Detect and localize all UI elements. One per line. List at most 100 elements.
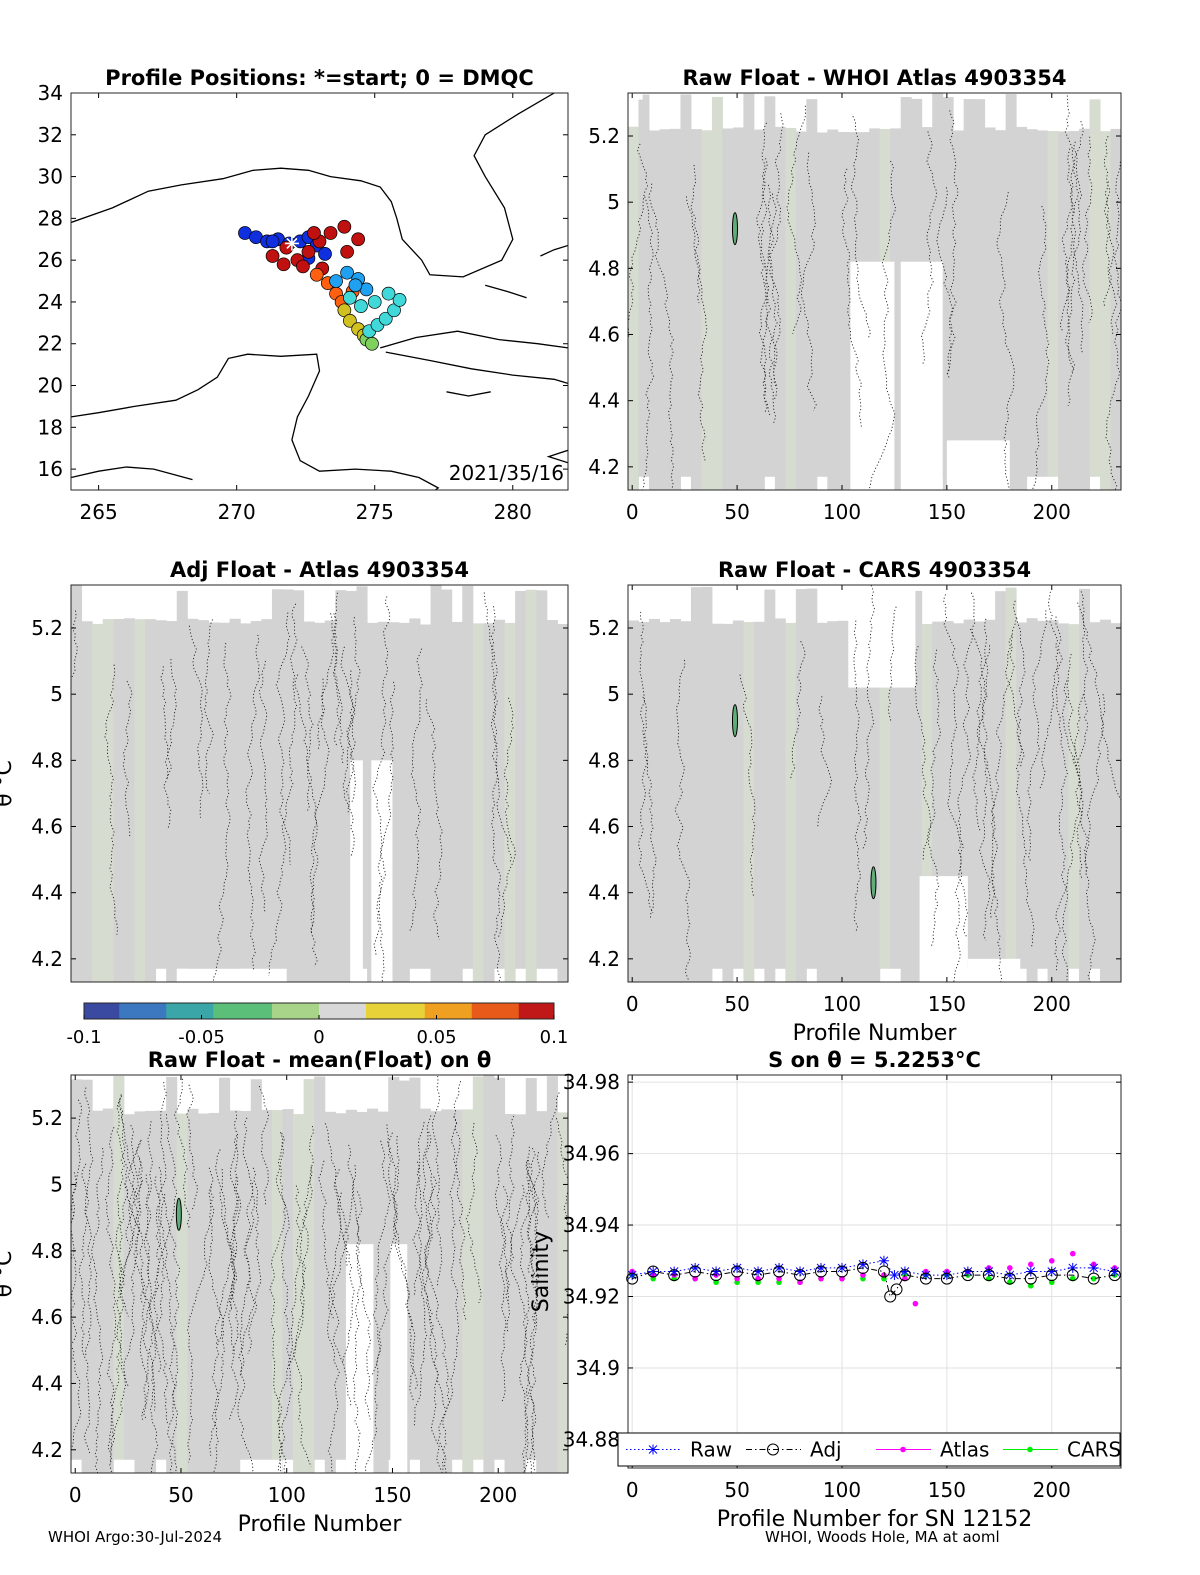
x-tick-label: 150 bbox=[928, 500, 966, 524]
y-tick-label: 4.6 bbox=[588, 323, 620, 347]
heatmap-cell-column bbox=[229, 1110, 241, 1473]
heatmap-cell-column bbox=[197, 620, 209, 982]
heatmap-cell-column bbox=[187, 618, 199, 982]
colorbar-tick-label: 0.05 bbox=[416, 1027, 456, 1048]
heatmap-cell-column bbox=[515, 590, 527, 969]
contour-line bbox=[160, 666, 172, 829]
heatmap-cell-column bbox=[187, 1108, 199, 1473]
contour-line bbox=[465, 1122, 482, 1304]
heatmap-blank bbox=[919, 876, 968, 982]
series-marker bbox=[1024, 1272, 1037, 1285]
contour-line bbox=[1066, 148, 1084, 353]
colorbar-cell bbox=[178, 1003, 191, 1019]
heatmap-cell-column bbox=[869, 624, 881, 982]
axes-box bbox=[70, 1074, 569, 1474]
series-marker-stroke bbox=[816, 1263, 826, 1273]
series-marker bbox=[890, 1283, 903, 1296]
chart-raw-cars: 0 50 100 150 200 4.2 4.4 4.6 4.8 5 5.2 Raw Float - … bbox=[588, 558, 1122, 1046]
heatmap-cell-column bbox=[995, 591, 1007, 969]
series-marker bbox=[856, 1261, 869, 1274]
chart-title: Raw Float - WHOI Atlas 4903354 bbox=[682, 66, 1066, 90]
series-marker bbox=[648, 1266, 659, 1277]
start-marker-stroke bbox=[286, 237, 298, 250]
contour-line bbox=[258, 660, 268, 913]
contour-line bbox=[143, 1174, 162, 1373]
heatmap-cell-column bbox=[536, 590, 548, 969]
series-marker bbox=[1003, 1272, 1016, 1285]
series-marker bbox=[889, 1270, 900, 1281]
y-tick-label: 4.4 bbox=[31, 881, 63, 905]
heatmap-cell-column bbox=[1110, 128, 1121, 490]
contour-line bbox=[450, 1081, 467, 1322]
contour-line bbox=[1105, 161, 1121, 490]
heatmap-body bbox=[628, 585, 1121, 982]
y-tick-label: 4.4 bbox=[588, 881, 620, 905]
contour-line bbox=[817, 696, 832, 829]
heatmap-cell-column bbox=[282, 589, 294, 982]
x-tick-label: 200 bbox=[1033, 992, 1071, 1016]
series-marker-stroke bbox=[858, 1260, 868, 1269]
contour-line bbox=[638, 696, 654, 914]
heatmap-cell-column bbox=[166, 621, 178, 982]
contour-lines bbox=[628, 95, 1121, 490]
y-tick-label: 20 bbox=[38, 374, 63, 398]
heatmap-cell-column bbox=[1068, 624, 1080, 969]
heatmap-cell-column bbox=[837, 132, 849, 490]
contour-line bbox=[510, 1184, 529, 1473]
colorbar-cell bbox=[483, 1003, 496, 1019]
heatmap-cell-column bbox=[827, 129, 839, 490]
y-tick-label: 4.2 bbox=[588, 947, 620, 971]
series-line bbox=[632, 1267, 1115, 1298]
contour-line bbox=[1103, 136, 1118, 335]
profile-track bbox=[329, 265, 374, 297]
heatmap-cell-column bbox=[377, 1111, 389, 1473]
heatmap-cell-column bbox=[504, 1113, 516, 1473]
chart-title: Adj Float - Atlas 4903354 bbox=[170, 558, 469, 582]
contour-line bbox=[423, 1131, 451, 1473]
colorbar-cell bbox=[495, 1003, 508, 1019]
chart-title: Raw Float - mean(Float) on θ bbox=[148, 1048, 492, 1072]
colorbar-cell bbox=[319, 1003, 332, 1019]
x-tick-label: 50 bbox=[724, 992, 749, 1016]
heatmap-cell-column bbox=[92, 1110, 104, 1473]
colorbar-cell bbox=[366, 1003, 379, 1019]
heatmap-cell-column bbox=[208, 622, 220, 982]
y-tick-label: 28 bbox=[38, 206, 63, 230]
heatmap-cell-column bbox=[303, 1079, 315, 1473]
x-tick-label: 100 bbox=[823, 1478, 861, 1502]
x-tick-label: 50 bbox=[168, 1483, 193, 1507]
series-marker bbox=[900, 1446, 906, 1453]
coastline-segment bbox=[446, 391, 491, 397]
heatmap-blank bbox=[848, 585, 916, 688]
contour-line bbox=[942, 594, 968, 937]
heatmap-cell-column bbox=[240, 1110, 252, 1473]
y-axis-label: θ °C bbox=[0, 760, 17, 807]
heatmap-cell-column bbox=[536, 1111, 548, 1473]
y-tick-label: 24 bbox=[38, 290, 63, 314]
series-marker-stroke bbox=[648, 1445, 658, 1454]
contour-line bbox=[981, 618, 1003, 982]
contour-feature bbox=[175, 1197, 182, 1231]
y-tick-label: 4.8 bbox=[31, 748, 63, 772]
y-tick-label: 4.8 bbox=[588, 256, 620, 280]
chart-title: Profile Positions: *=start; 0 = DMQC bbox=[105, 66, 534, 90]
chart-salinity: 0 50 100 150 200 34.88 34.9 34.92 34.94 34.96 34.9… bbox=[529, 1048, 1122, 1532]
heatmap-cell-column bbox=[1037, 130, 1049, 477]
heatmap-blank bbox=[946, 440, 1010, 490]
y-tick-label: 34 bbox=[38, 81, 63, 105]
profile-point bbox=[340, 265, 354, 280]
y-tick-label: 5.2 bbox=[588, 616, 620, 640]
profile-track bbox=[343, 286, 407, 339]
y-tick-label: 34.94 bbox=[563, 1213, 620, 1237]
colorbar-cell bbox=[225, 1003, 238, 1019]
legend-label: Adj bbox=[810, 1438, 842, 1462]
series-marker-stroke bbox=[1047, 1267, 1057, 1276]
contour-line bbox=[920, 131, 938, 366]
colorbar-cell bbox=[260, 1003, 273, 1019]
colorbar-cell bbox=[283, 1003, 296, 1019]
contour-line bbox=[109, 1157, 144, 1464]
y-tick-label: 5.2 bbox=[31, 1106, 63, 1130]
heatmap-cell-column bbox=[984, 127, 996, 490]
heatmap-cell-column bbox=[483, 623, 495, 982]
